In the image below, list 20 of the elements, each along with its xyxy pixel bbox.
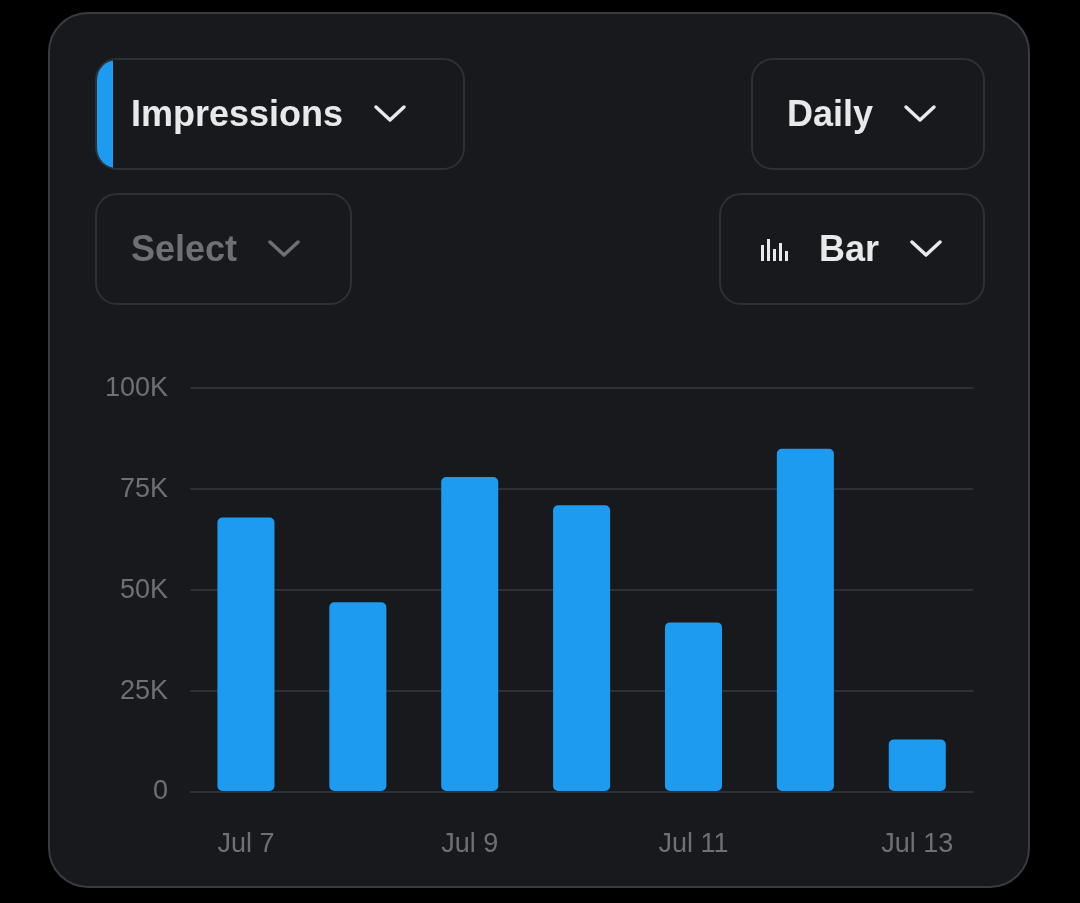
bar [888,739,946,791]
bar [217,517,275,791]
text: Daily [787,93,874,135]
bar [664,622,723,791]
y-tick-label: 50K [119,573,168,604]
x-tick-label: Jul 13 [881,827,954,858]
y-tick-label: 0 [152,775,168,806]
y-tick-label: 100K [104,371,168,402]
x-tick-label: Jul 7 [217,827,275,858]
bar [329,602,387,791]
bar [776,448,834,791]
x-tick-label: Jul 9 [441,827,499,858]
bar [553,505,611,791]
text: Select [131,228,238,270]
x-tick-label: Jul 11 [658,827,729,858]
y-tick-label: 25K [119,674,168,705]
text: Impressions [131,93,344,135]
text: Bar [819,228,880,270]
bar [441,477,499,791]
y-tick-label: 75K [119,472,168,503]
